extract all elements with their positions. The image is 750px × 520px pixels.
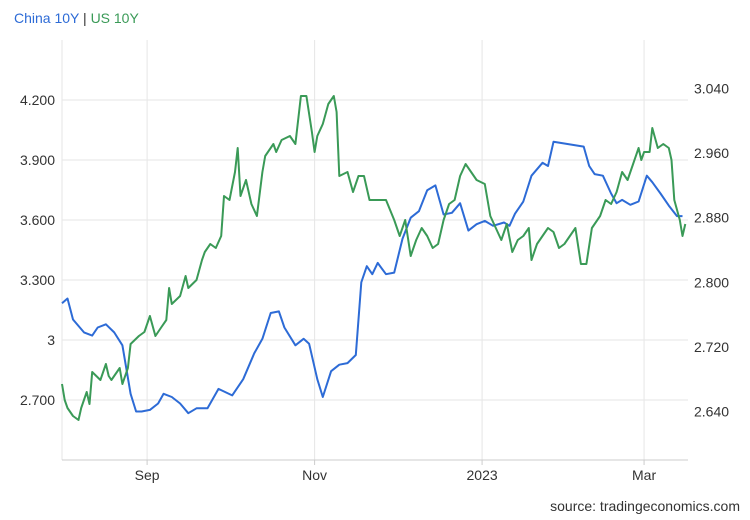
right-tick-label: 2.720 xyxy=(694,339,729,355)
left-y-axis: 2.700 3 3.300 3.600 3.900 4.200 xyxy=(20,92,55,408)
right-tick-label: 2.960 xyxy=(694,145,729,161)
legend-separator: | xyxy=(83,10,87,26)
series-line-us-10y[interactable] xyxy=(61,95,687,421)
right-tick-label: 2.640 xyxy=(694,404,729,420)
x-tick-label: Nov xyxy=(302,467,327,483)
x-tick-label: Sep xyxy=(135,467,160,483)
left-tick-label: 3.300 xyxy=(20,272,55,288)
chart-legend: China 10Y | US 10Y xyxy=(14,10,139,26)
x-tick-label: Mar xyxy=(632,467,656,483)
right-tick-label: 2.800 xyxy=(694,274,729,290)
left-tick-label: 2.700 xyxy=(20,392,55,408)
left-tick-label: 3.600 xyxy=(20,212,55,228)
x-axis: Sep Nov 2023 Mar xyxy=(135,460,656,483)
right-tick-label: 2.880 xyxy=(694,210,729,226)
legend-entry-china-10y[interactable]: China 10Y xyxy=(14,10,80,26)
legend-entry-us-10y[interactable]: US 10Y xyxy=(90,10,139,26)
left-tick-label: 3 xyxy=(47,332,55,348)
right-tick-label: 3.040 xyxy=(694,80,729,96)
right-y-axis: 2.640 2.720 2.800 2.880 2.960 3.040 xyxy=(694,80,729,419)
left-tick-label: 3.900 xyxy=(20,152,55,168)
x-tick-label: 2023 xyxy=(467,467,498,483)
source-credit: source: tradingeconomics.com xyxy=(550,498,740,514)
series-lines xyxy=(61,95,687,421)
series-line-china-10y[interactable] xyxy=(61,140,683,415)
chart-grid xyxy=(61,40,688,460)
left-tick-label: 4.200 xyxy=(20,92,55,108)
